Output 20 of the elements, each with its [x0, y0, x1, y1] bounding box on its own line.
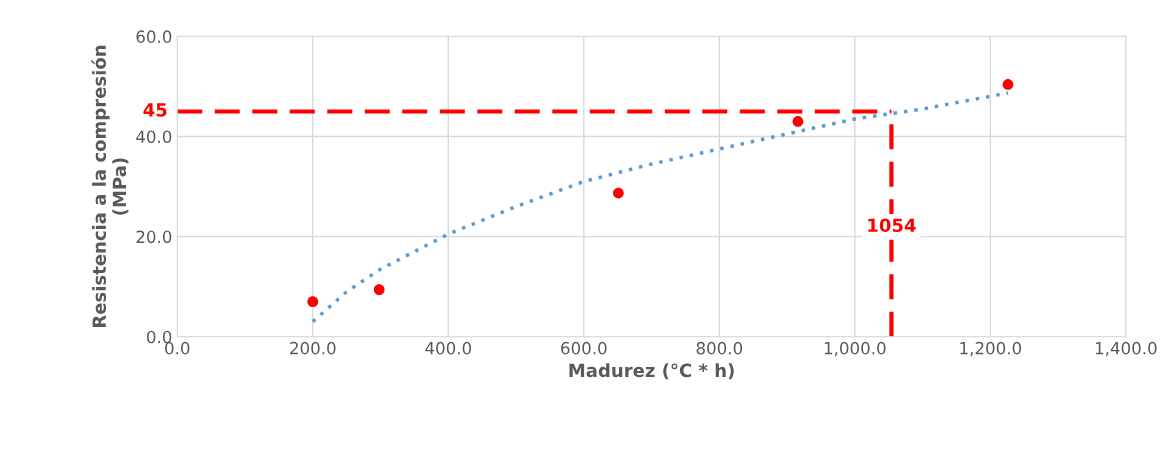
x-tick-label: 1,400.0 — [1095, 341, 1157, 357]
point — [307, 296, 319, 308]
x-tick-label: 200.0 — [290, 341, 336, 355]
x-tick-label: 1,200.0 — [960, 341, 1022, 357]
ref-line-label: 45 — [143, 103, 167, 117]
point — [612, 187, 624, 199]
line-series — [311, 91, 1010, 324]
y-tick-label: 60.0 — [136, 30, 172, 43]
point — [373, 284, 385, 296]
point — [1002, 79, 1014, 90]
x-tick-label: 800.0 — [696, 341, 743, 355]
x-tick-label: 600.0 — [561, 341, 607, 355]
x-tick-label: 1,000.0 — [824, 341, 886, 357]
x-axis-title: Madurez (°C * h) — [569, 363, 734, 380]
y-tick-label: 40.0 — [136, 130, 172, 144]
ref-line-label: 1054 — [868, 218, 916, 233]
y-tick-label: 20.0 — [136, 230, 172, 244]
y-axis-title: Resistencia a la compresión (MPa) — [91, 45, 129, 328]
point — [792, 116, 804, 127]
x-tick-label: 400.0 — [425, 341, 472, 355]
